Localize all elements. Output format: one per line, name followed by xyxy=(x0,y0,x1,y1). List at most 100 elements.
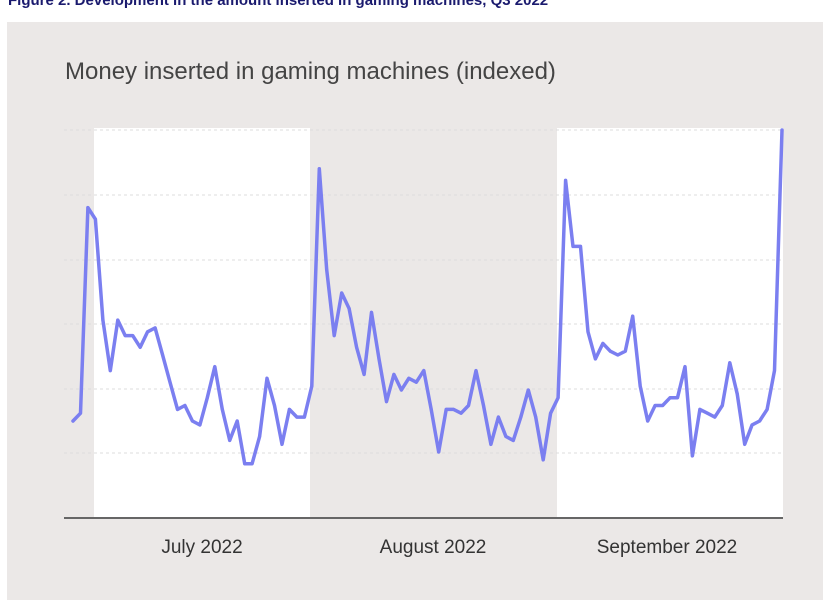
data-point-30 xyxy=(287,407,291,411)
data-point-91 xyxy=(743,442,747,446)
data-point-29 xyxy=(280,442,284,446)
data-point-58 xyxy=(496,415,500,419)
data-point-9 xyxy=(131,334,135,338)
data-point-46 xyxy=(407,376,411,380)
data-point-24 xyxy=(243,462,247,466)
data-point-57 xyxy=(489,442,493,446)
data-point-4 xyxy=(93,217,97,221)
data-point-21 xyxy=(220,407,224,411)
data-point-87 xyxy=(713,415,717,419)
data-point-77 xyxy=(638,384,642,388)
data-point-82 xyxy=(676,396,679,400)
data-point-54 xyxy=(467,404,470,407)
data-point-7 xyxy=(116,318,120,322)
data-point-84 xyxy=(690,454,694,458)
data-point-68 xyxy=(571,244,575,248)
figure-caption: Figure 2. Development in the amount inse… xyxy=(8,0,549,9)
data-point-23 xyxy=(235,419,239,423)
data-point-60 xyxy=(511,438,515,442)
data-point-94 xyxy=(765,407,769,411)
data-point-39 xyxy=(355,345,359,349)
data-point-52 xyxy=(452,407,456,411)
data-point-31 xyxy=(295,415,299,419)
data-point-13 xyxy=(161,353,165,357)
data-point-20 xyxy=(213,365,217,369)
x-tick-label-august: August 2022 xyxy=(380,537,487,558)
data-point-33 xyxy=(310,384,314,388)
data-point-38 xyxy=(347,307,351,310)
data-point-61 xyxy=(519,415,523,419)
data-point-3 xyxy=(86,206,90,210)
data-point-92 xyxy=(750,423,754,427)
series-line xyxy=(71,128,784,466)
data-point-86 xyxy=(705,411,709,415)
month-bands xyxy=(94,128,783,518)
data-point-50 xyxy=(437,450,441,454)
data-point-69 xyxy=(579,244,582,248)
data-point-15 xyxy=(176,407,179,411)
data-point-95 xyxy=(773,369,776,373)
data-point-45 xyxy=(399,388,403,392)
data-point-49 xyxy=(429,407,433,411)
data-point-93 xyxy=(758,419,762,423)
data-point-59 xyxy=(504,435,508,438)
data-point-64 xyxy=(541,458,545,462)
data-point-8 xyxy=(123,334,127,338)
data-point-80 xyxy=(661,404,665,407)
data-point-51 xyxy=(444,407,448,411)
data-point-72 xyxy=(601,341,605,345)
data-point-36 xyxy=(332,334,336,338)
data-point-22 xyxy=(228,438,232,442)
data-point-10 xyxy=(138,345,142,349)
data-points xyxy=(71,128,784,466)
data-point-27 xyxy=(265,376,269,380)
month-band-2 xyxy=(557,128,783,518)
data-point-32 xyxy=(302,415,306,419)
data-point-78 xyxy=(646,419,650,423)
data-point-44 xyxy=(392,372,396,376)
data-point-2 xyxy=(79,411,82,415)
data-point-5 xyxy=(101,318,105,322)
data-point-53 xyxy=(459,411,463,415)
data-point-40 xyxy=(362,372,366,376)
data-point-70 xyxy=(586,330,590,334)
data-point-18 xyxy=(198,423,202,427)
data-point-74 xyxy=(616,353,620,357)
data-point-81 xyxy=(668,396,672,400)
data-point-66 xyxy=(556,396,560,400)
data-point-56 xyxy=(482,404,485,407)
data-point-1 xyxy=(71,419,75,423)
data-point-85 xyxy=(698,407,702,411)
data-point-96 xyxy=(780,128,784,132)
data-point-12 xyxy=(153,326,157,330)
data-point-88 xyxy=(720,404,724,407)
data-point-71 xyxy=(593,357,597,361)
data-point-41 xyxy=(370,310,373,314)
x-tick-label-september: September 2022 xyxy=(597,537,738,558)
data-point-73 xyxy=(608,349,612,353)
data-point-37 xyxy=(340,291,344,295)
data-point-90 xyxy=(735,392,739,396)
data-point-67 xyxy=(564,178,568,182)
data-point-16 xyxy=(183,404,187,407)
data-point-75 xyxy=(623,349,627,353)
data-point-35 xyxy=(325,268,329,272)
data-point-19 xyxy=(205,396,209,400)
data-point-17 xyxy=(190,419,194,423)
data-point-11 xyxy=(146,330,150,334)
data-point-43 xyxy=(385,400,388,404)
data-point-14 xyxy=(168,380,172,384)
data-point-76 xyxy=(631,314,635,318)
data-point-6 xyxy=(108,369,112,373)
x-tick-labels: July 2022 August 2022 September 2022 xyxy=(161,537,737,558)
data-point-62 xyxy=(526,388,530,392)
data-point-83 xyxy=(683,365,687,369)
data-point-42 xyxy=(377,357,381,361)
month-band-1 xyxy=(94,128,310,518)
chart-title: Money inserted in gaming machines (index… xyxy=(65,58,556,85)
data-point-89 xyxy=(728,361,732,365)
data-point-48 xyxy=(422,369,426,373)
data-point-63 xyxy=(534,415,538,419)
data-point-25 xyxy=(250,462,254,466)
